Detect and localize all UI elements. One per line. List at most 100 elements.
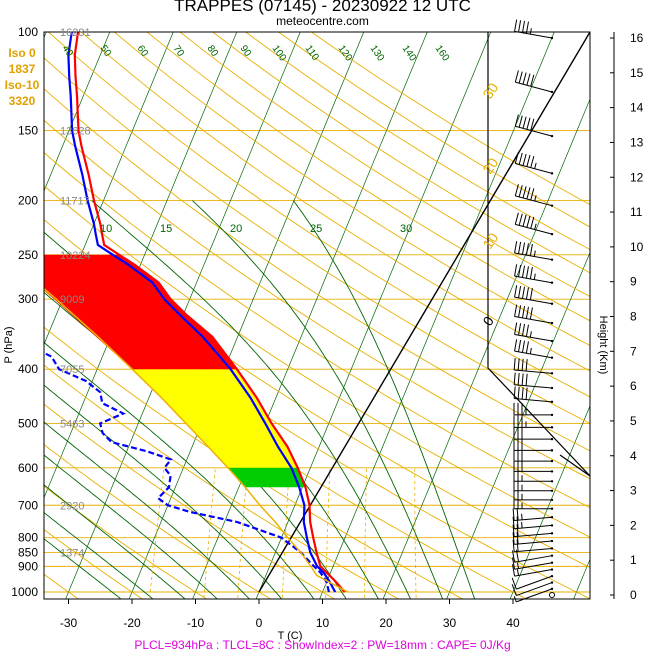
wind-barb xyxy=(512,516,554,530)
moist-adiabat-line xyxy=(44,538,122,599)
wind-barb xyxy=(514,19,554,40)
height-tick-label: 12 xyxy=(630,170,644,184)
isotherm-line xyxy=(128,32,365,599)
mixing-ratio-line xyxy=(325,467,331,599)
height-label: 13628 xyxy=(60,126,91,138)
iso0-label: Iso 0 xyxy=(8,46,36,60)
y-axis-label: P (hPa) xyxy=(3,326,15,363)
pressure-tick-label: 250 xyxy=(18,248,38,262)
height-label: 9009 xyxy=(60,294,84,306)
wind-barb xyxy=(511,574,554,590)
pressure-tick-label: 300 xyxy=(18,292,38,306)
dry-adiabat-line xyxy=(44,152,590,509)
wind-barb xyxy=(514,184,554,207)
height-tick-label: 3 xyxy=(630,484,637,498)
mixing-ratio-line xyxy=(414,467,417,599)
dry-adiabat-line xyxy=(0,32,21,604)
height-tick-label: 16 xyxy=(630,31,644,45)
x-tick-label: -10 xyxy=(187,616,205,630)
moist-adiabat-line xyxy=(44,384,283,599)
moist-adiabat-line xyxy=(44,341,315,599)
wind-barb xyxy=(513,415,554,429)
moist-adiabat-label: 15 xyxy=(160,223,172,235)
iso10-label: Iso-10 xyxy=(4,78,40,92)
pressure-tick-label: 800 xyxy=(18,531,38,545)
height-label: 2920 xyxy=(60,500,84,512)
dry-adiabat-label: 60 xyxy=(135,43,151,59)
height-label: 5463 xyxy=(60,418,84,430)
mixing-ratio-line xyxy=(281,467,290,599)
dry-adiabat-line xyxy=(146,32,590,322)
pressure-tick-label: 200 xyxy=(18,194,38,208)
wind-barb xyxy=(549,592,555,598)
envelope-line xyxy=(559,454,590,477)
wind-barb xyxy=(514,304,554,325)
pressure-tick-label: 900 xyxy=(18,559,38,573)
wind-barb xyxy=(514,151,554,175)
x-tick-label: 40 xyxy=(506,616,520,630)
wind-barb xyxy=(511,581,554,597)
dry-adiabat-label: 160 xyxy=(433,43,452,63)
dry-adiabat-line xyxy=(212,32,590,274)
x-axis-label: T (C) xyxy=(278,630,303,642)
height-axis-label: Height (Km) xyxy=(597,316,609,375)
wind-barb xyxy=(513,372,554,390)
moist-adiabat-line xyxy=(91,200,412,599)
x-tick-label: 30 xyxy=(443,616,457,630)
pressure-tick-label: 150 xyxy=(18,124,38,138)
height-tick-label: 1 xyxy=(630,553,637,567)
envelope-line xyxy=(487,32,590,477)
iso0-value: 1837 xyxy=(8,62,36,76)
diagram-data xyxy=(44,32,349,593)
height-label: 1374 xyxy=(60,547,84,559)
pressure-tick-label: 850 xyxy=(18,545,38,559)
chart-title: TRAPPES (07145) - 20230922 12 UTC xyxy=(174,0,471,15)
height-label: 16281 xyxy=(60,27,91,39)
height-tick-label: 10 xyxy=(630,240,644,254)
wind-barb xyxy=(514,264,554,284)
wind-barb xyxy=(512,564,554,577)
moist-adiabat-line xyxy=(44,421,251,599)
moist-adiabat-line xyxy=(192,200,444,599)
wind-barb xyxy=(512,531,554,545)
dry-adiabat-line xyxy=(44,485,208,599)
plot-frame xyxy=(43,31,591,600)
x-tick-label: 10 xyxy=(316,616,330,630)
series-line-0 xyxy=(73,32,346,593)
dry-adiabat-line xyxy=(44,185,590,538)
height-tick-label: 8 xyxy=(630,310,637,324)
dry-adiabat-line xyxy=(48,32,590,398)
wind-barb xyxy=(513,427,554,441)
pressure-tick-label: 700 xyxy=(18,498,38,512)
buoyant-area xyxy=(132,369,298,468)
height-tick-label: 0 xyxy=(630,588,637,602)
cape-area xyxy=(44,254,237,370)
dry-adiabat-line xyxy=(179,32,590,298)
series-line-3 xyxy=(44,287,349,593)
moist-adiabat-line xyxy=(44,512,154,599)
moist-adiabat-label: 20 xyxy=(230,223,242,235)
isotherm-line xyxy=(44,32,174,346)
dry-adiabat-label: 90 xyxy=(238,43,254,59)
dry-adiabat-label: 130 xyxy=(368,43,387,63)
moist-adiabat-line xyxy=(44,454,218,599)
series-line-1 xyxy=(67,32,337,593)
mixing-ratio-line xyxy=(237,467,248,599)
moist-adiabat-line xyxy=(44,484,186,599)
height-tick-label: 9 xyxy=(630,275,637,289)
mixing-ratio-line xyxy=(203,467,216,599)
wind-barb xyxy=(514,322,554,343)
isotherm-line xyxy=(446,251,590,599)
wind-barb xyxy=(514,212,554,236)
wind-barb xyxy=(514,70,554,94)
footer-indices: PLCL=934hPa : TLCL=8C : ShowIndex=2 : PW… xyxy=(134,638,511,652)
wind-barb xyxy=(513,358,554,375)
pressure-tick-label: 500 xyxy=(18,416,38,430)
isotherm-line xyxy=(509,405,590,599)
mixing-ratio-line xyxy=(364,467,367,599)
iso10-value: 3320 xyxy=(8,94,36,108)
height-tick-label: 15 xyxy=(630,66,644,80)
height-tick-label: 7 xyxy=(630,344,637,358)
moist-adiabat-line xyxy=(293,200,476,599)
moist-adiabat-label: 25 xyxy=(310,223,322,235)
